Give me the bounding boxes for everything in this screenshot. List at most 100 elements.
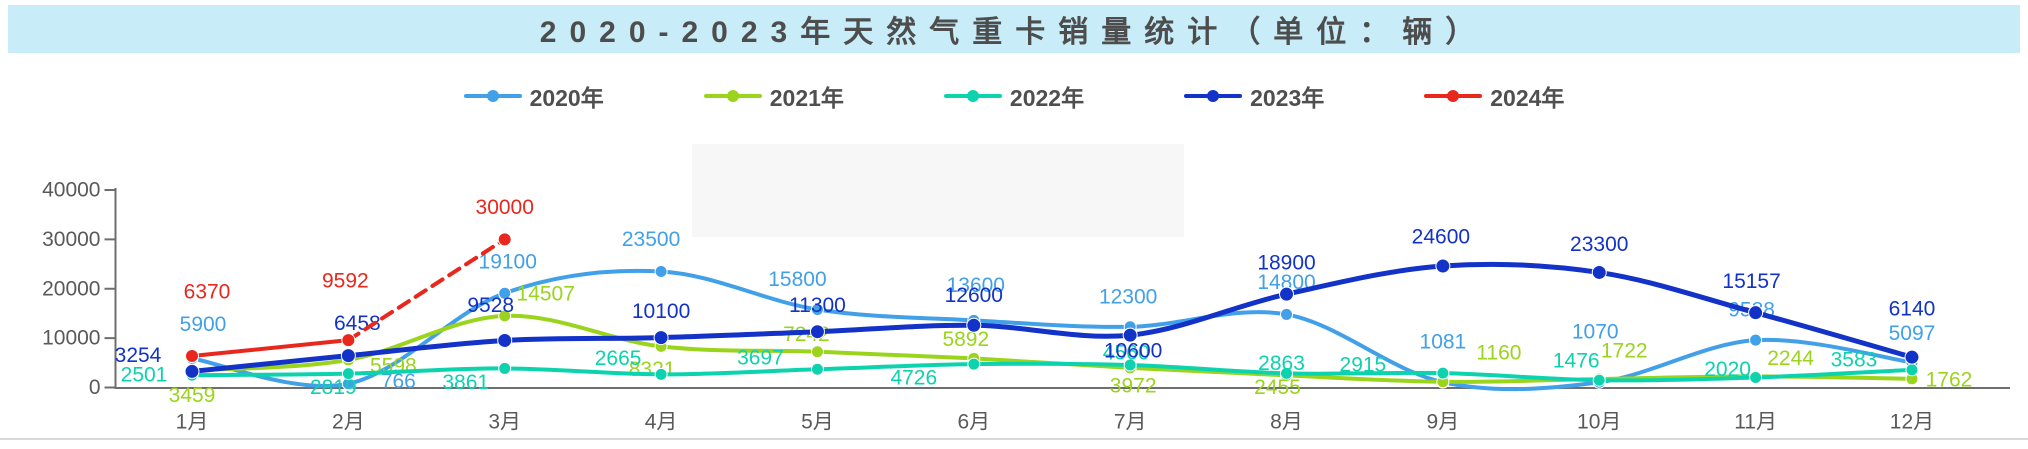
axes: 0 10000 20000 30000 40000 1月 2月 3月 4月 5月 6月 7月 8月 9月 1… xyxy=(42,179,2010,434)
data-label: 24600 xyxy=(1412,226,1470,249)
data-point xyxy=(1592,373,1606,387)
data-label: 2244 xyxy=(1767,347,1814,370)
data-label: 19100 xyxy=(479,251,537,274)
data-point xyxy=(185,349,199,364)
legend-item-2024[interactable]: 2024年 xyxy=(1424,79,1564,113)
data-label: 1722 xyxy=(1601,339,1648,362)
data-point xyxy=(1591,264,1607,280)
data-label: 766 xyxy=(381,370,416,393)
x-tick-label: 1月 xyxy=(176,411,209,434)
data-point xyxy=(654,367,668,381)
data-label: 14800 xyxy=(1257,271,1315,294)
data-label: 3697 xyxy=(737,347,784,370)
x-tick-label: 2月 xyxy=(332,411,365,434)
data-label: 23300 xyxy=(1570,233,1628,256)
data-label: 5900 xyxy=(180,313,227,336)
data-point xyxy=(967,357,981,371)
data-label: 9592 xyxy=(322,270,369,293)
data-point xyxy=(809,324,825,340)
data-label: 18900 xyxy=(1257,252,1315,275)
data-label: 2020 xyxy=(1704,358,1751,381)
data-label: 15800 xyxy=(768,268,826,291)
y-tick-label: 40000 xyxy=(42,179,100,202)
data-point xyxy=(1123,358,1137,372)
legend-item-2020[interactable]: 2020年 xyxy=(463,79,604,113)
data-label: 2915 xyxy=(1340,354,1387,377)
data-point xyxy=(184,363,200,379)
data-point xyxy=(498,286,512,300)
y-tick-label: 0 xyxy=(89,376,101,399)
data-label: 14507 xyxy=(517,282,575,305)
y-tick-label: 20000 xyxy=(42,277,100,300)
y-tick-label: 30000 xyxy=(42,228,100,251)
data-label: 1476 xyxy=(1553,350,1600,373)
data-label: 12300 xyxy=(1099,285,1157,308)
data-point xyxy=(810,302,824,316)
legend-label: 2023年 xyxy=(1250,85,1325,111)
data-point xyxy=(498,309,512,323)
x-tick-label: 10月 xyxy=(1577,411,1621,434)
legend-line-dot-icon xyxy=(1424,90,1483,102)
watermark-cover-box xyxy=(692,144,1184,237)
data-point xyxy=(810,362,824,376)
data-label: 11300 xyxy=(789,294,846,317)
data-label: 2863 xyxy=(1258,352,1305,375)
x-tick-label: 8月 xyxy=(1270,411,1303,434)
data-point xyxy=(1280,366,1294,380)
data-label: 3583 xyxy=(1831,348,1878,371)
legend-item-2021[interactable]: 2021年 xyxy=(703,79,844,113)
legend-item-2023[interactable]: 2023年 xyxy=(1184,79,1324,113)
series-line xyxy=(190,361,1914,383)
data-point xyxy=(497,332,513,348)
data-point xyxy=(340,348,356,364)
x-tick-label: 12月 xyxy=(1890,411,1934,434)
x-tick-label: 6月 xyxy=(957,411,990,434)
data-label: 1160 xyxy=(1476,341,1521,364)
data-label: 3459 xyxy=(169,384,216,407)
legend-label: 2020年 xyxy=(529,85,604,111)
legend-line-dot-icon xyxy=(463,90,522,102)
chart-legend: 2020年 2021年 2022年 2023年 2024年 xyxy=(0,78,2028,114)
data-label: 6370 xyxy=(184,281,231,304)
data-point xyxy=(653,330,669,346)
x-tick-label: 11月 xyxy=(1734,411,1777,434)
data-point xyxy=(341,367,355,381)
data-point xyxy=(654,264,668,278)
data-point xyxy=(1748,305,1764,321)
legend-line-dot-icon xyxy=(1184,90,1243,102)
data-label: 4560 xyxy=(1103,341,1150,364)
legend-label: 2021年 xyxy=(769,85,844,111)
data-label: 2665 xyxy=(595,347,642,370)
y-tick-label: 10000 xyxy=(42,327,100,350)
data-point xyxy=(1749,333,1763,347)
series-2022年: 2501 2819 3861 2665 3697 4726 4560 2863 2915 1476… xyxy=(121,341,1919,399)
data-point xyxy=(810,345,824,359)
data-label: 10600 xyxy=(1104,340,1162,363)
data-point xyxy=(1436,366,1450,380)
data-label: 10100 xyxy=(632,300,690,323)
page-title: 2020-2023年天然气重卡销量统计（单位：辆） xyxy=(539,16,1489,49)
legend-label: 2024年 xyxy=(1490,85,1565,111)
data-label: 5892 xyxy=(942,328,989,351)
data-label: 1070 xyxy=(1572,321,1619,344)
data-label: 9528 xyxy=(467,294,514,317)
legend-line-dot-icon xyxy=(943,90,1002,102)
series-line xyxy=(189,261,1915,374)
x-tick-label: 3月 xyxy=(488,411,521,434)
data-label: 5097 xyxy=(1889,322,1936,345)
x-tick-label: 5月 xyxy=(801,411,834,434)
x-tick-label: 7月 xyxy=(1114,411,1147,434)
data-label: 2455 xyxy=(1254,376,1301,399)
data-point xyxy=(341,333,356,348)
series-2024年: 6370 9592 30000 xyxy=(184,196,534,364)
title-banner: 2020-2023年天然气重卡销量统计（单位：辆） xyxy=(8,5,2020,53)
data-label: 1081 xyxy=(1420,331,1467,354)
data-label: 30000 xyxy=(476,196,534,219)
line-solid-segment xyxy=(190,338,351,359)
legend-item-2022[interactable]: 2022年 xyxy=(943,79,1084,113)
legend-line-dot-icon xyxy=(703,90,762,102)
data-label: 15157 xyxy=(1722,270,1780,293)
x-tick-label: 9月 xyxy=(1427,411,1460,434)
data-label: 3861 xyxy=(442,371,489,394)
